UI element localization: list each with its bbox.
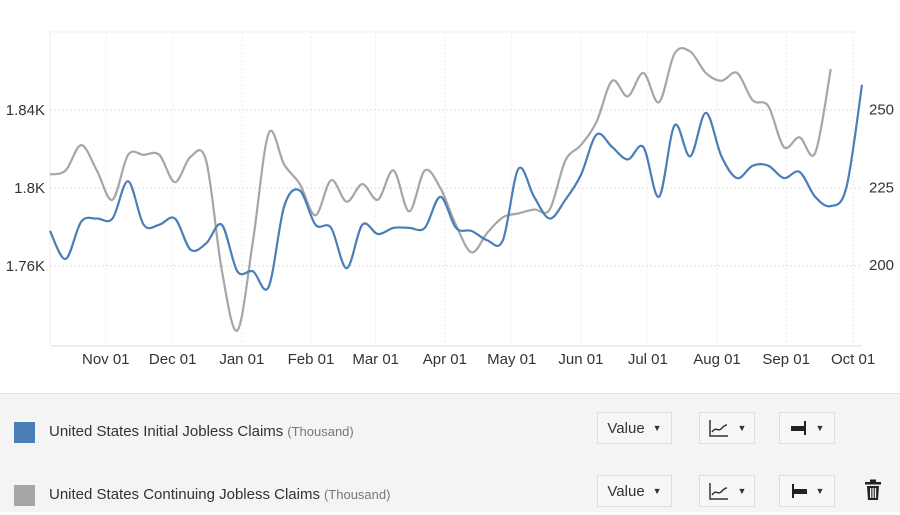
chart-type-dropdown[interactable]: ▼ (699, 412, 755, 444)
line-chart-icon (708, 420, 728, 437)
display-dropdown[interactable]: Value ▼ (597, 475, 672, 507)
display-value: Value (607, 419, 645, 437)
x-tick-label: Apr 01 (423, 351, 467, 368)
caret-down-icon: ▼ (737, 423, 747, 433)
axis-right-icon (790, 421, 806, 435)
x-tick-label: Oct 01 (831, 351, 875, 368)
series-line-initial-claims (49, 84, 864, 291)
grid (49, 31, 862, 347)
x-tick-label: Sep 01 (762, 351, 810, 368)
series-unit: (Thousand) (287, 424, 354, 439)
x-tick-label: Jan 01 (219, 351, 264, 368)
series-lines (49, 46, 864, 332)
chart: 1.76K 1.8K 1.84K 200 225 250 Nov 01 Dec 01 Jan 0… (6, 31, 894, 368)
axis-ticks: 1.76K 1.8K 1.84K 200 225 250 Nov 01 Dec 01 Jan 0… (6, 102, 894, 368)
x-tick-label: Aug 01 (693, 351, 741, 368)
line-chart-icon (708, 483, 728, 500)
y-left-tick-label: 1.84K (6, 102, 45, 119)
axis-left-icon (791, 484, 807, 498)
series-name: United States Continuing Jobless Claims (49, 486, 320, 503)
axis-dropdown[interactable]: ▼ (779, 412, 835, 444)
y-left-tick-label: 1.8K (14, 180, 45, 197)
x-tick-label: Feb 01 (288, 351, 335, 368)
y-left-tick-label: 1.76K (6, 258, 45, 275)
x-tick-label: Nov 01 (82, 351, 130, 368)
chart-type-dropdown[interactable]: ▼ (699, 475, 755, 507)
caret-down-icon: ▼ (652, 486, 662, 496)
series-line-continuing-claims (49, 46, 832, 332)
y-right-tick-label: 250 (869, 102, 894, 119)
series-color-swatch[interactable] (14, 422, 35, 443)
display-value: Value (607, 482, 645, 500)
series-name: United States Initial Jobless Claims (49, 423, 284, 440)
x-tick-label: Jul 01 (628, 351, 668, 368)
legend-row-continuing-claims: United States Continuing Jobless Claims(… (0, 475, 900, 515)
series-unit: (Thousand) (323, 487, 391, 502)
x-tick-label: Jun 01 (558, 351, 603, 368)
legend-panel: United States Initial Jobless Claims (Tho… (0, 393, 900, 512)
caret-down-icon: ▼ (815, 423, 825, 433)
x-tick-label: May 01 (487, 351, 536, 368)
axis-dropdown[interactable]: ▼ (779, 475, 835, 507)
display-dropdown[interactable]: Value ▼ (597, 412, 672, 444)
caret-down-icon: ▼ (737, 486, 747, 496)
caret-down-icon: ▼ (815, 486, 825, 496)
trash-icon[interactable] (864, 479, 882, 501)
x-tick-label: Dec 01 (149, 351, 197, 368)
y-right-tick-label: 225 (869, 179, 894, 196)
caret-down-icon: ▼ (652, 423, 662, 433)
x-tick-label: Mar 01 (352, 351, 399, 368)
series-color-swatch[interactable] (14, 485, 35, 506)
y-right-tick-label: 200 (869, 257, 894, 274)
legend-row-initial-claims: United States Initial Jobless Claims (Tho… (0, 412, 900, 452)
